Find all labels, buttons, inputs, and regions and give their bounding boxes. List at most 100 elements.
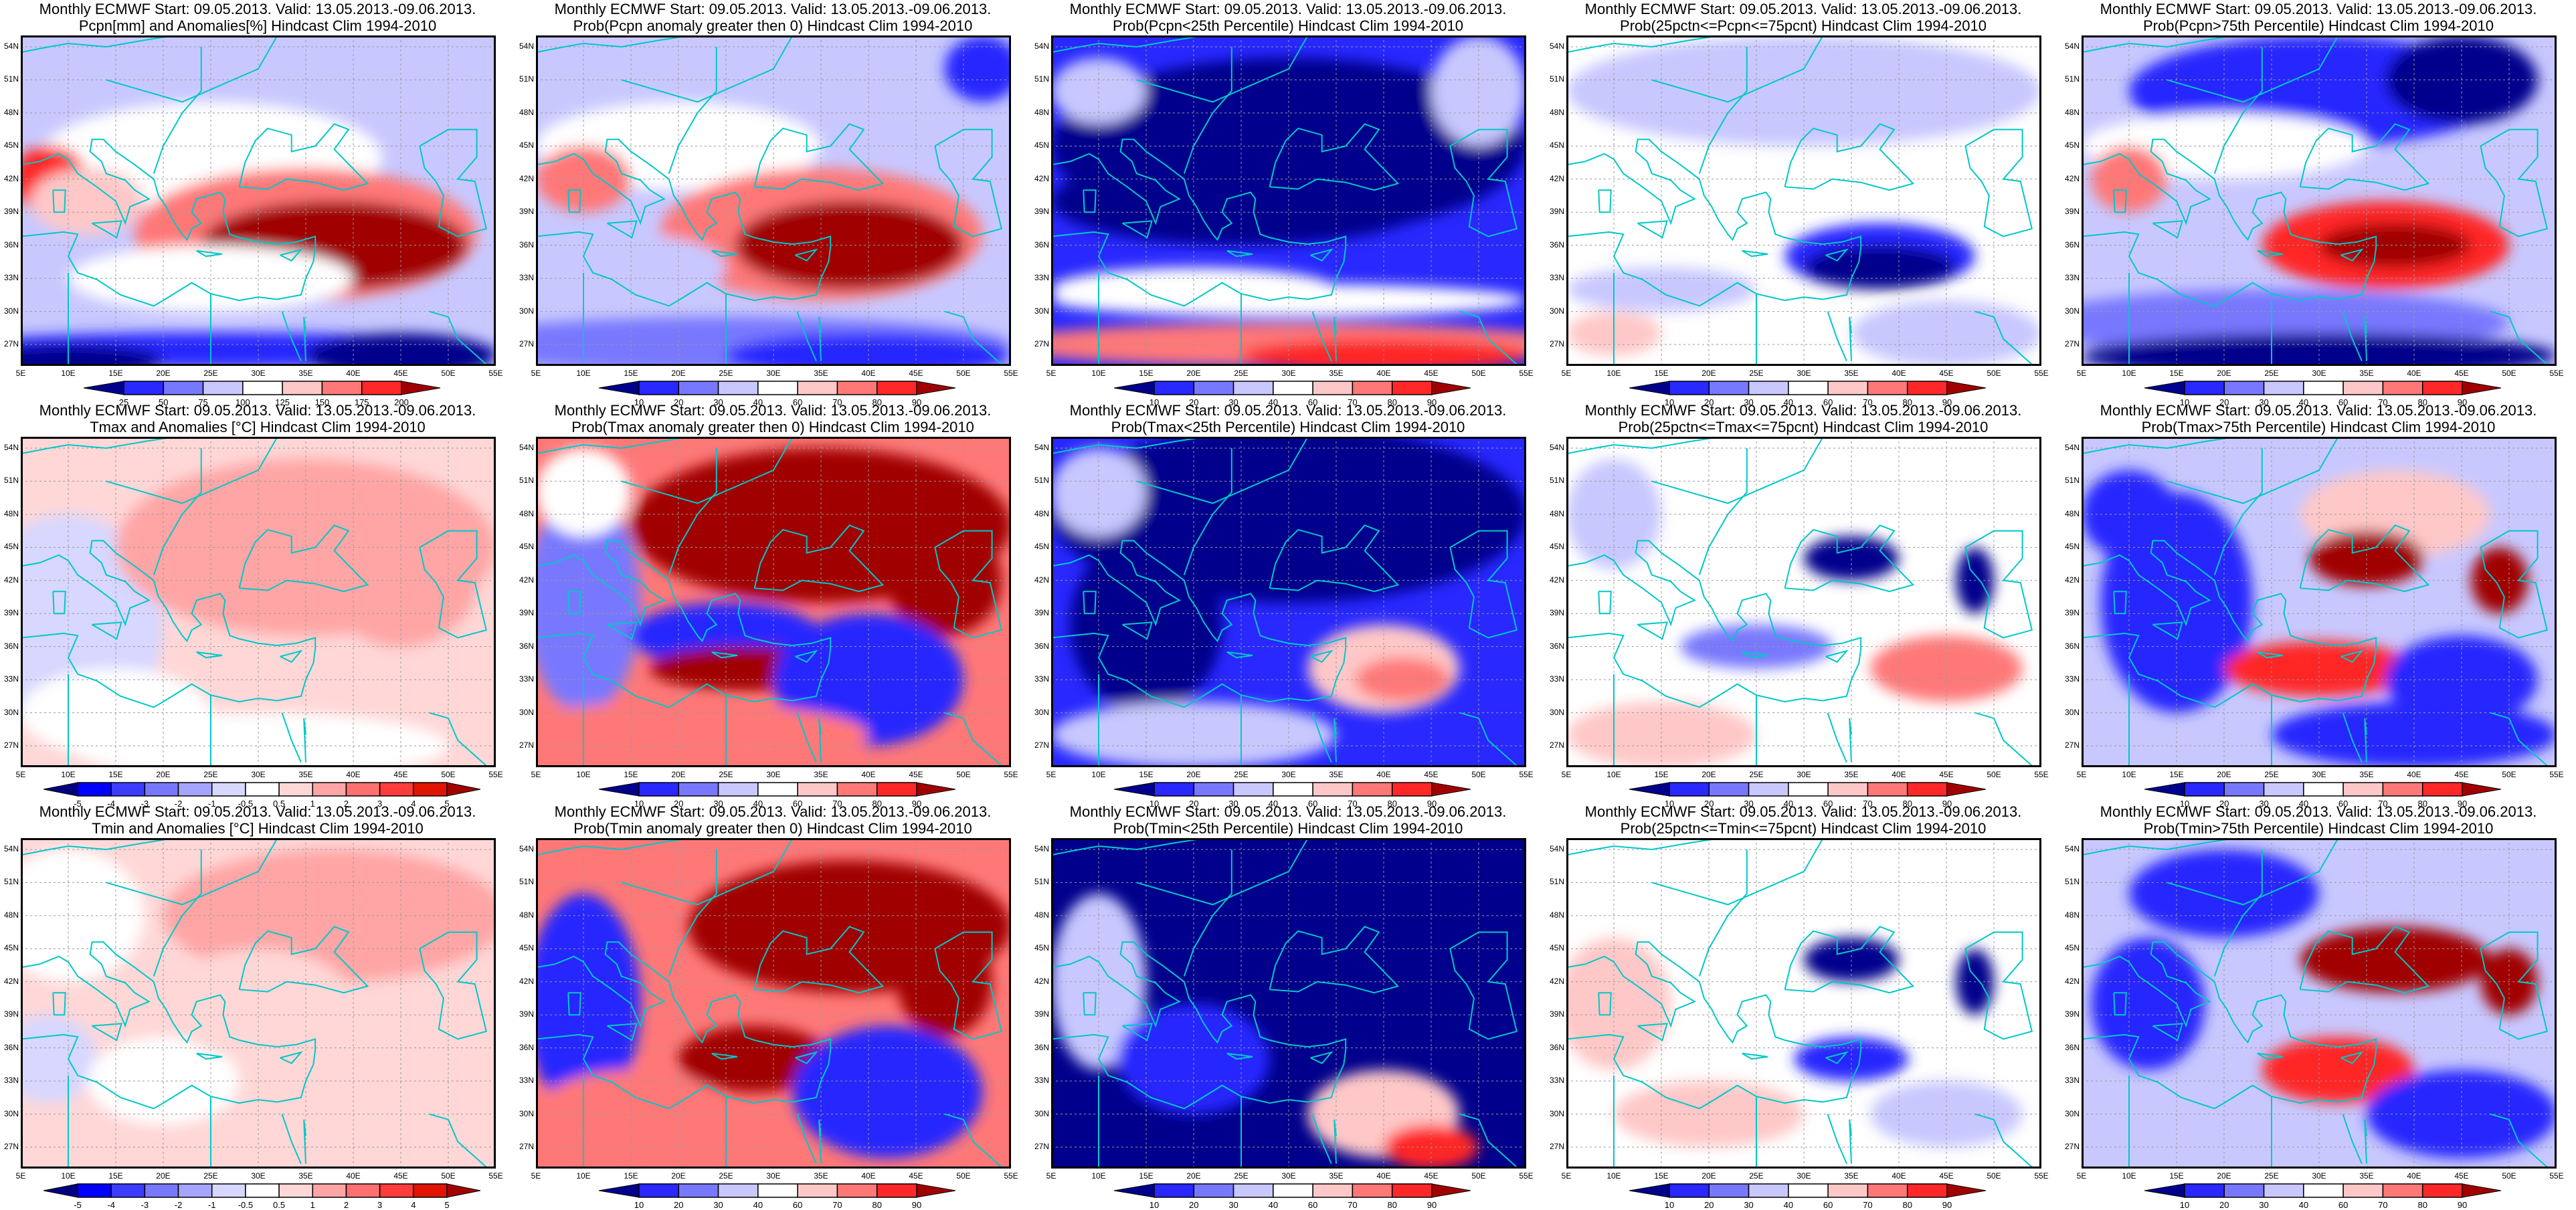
longitude-label: 10E [576, 1171, 591, 1181]
map-panel: Monthly ECMWF Start: 09.05.2013. Valid: … [1546, 0, 2061, 408]
map-frame [536, 437, 1011, 767]
coastline [1566, 35, 1719, 54]
longitude-label: 20E [671, 770, 686, 779]
colorbar-box [2382, 1183, 2423, 1198]
latitude-label: 27N [1034, 740, 1049, 750]
latitude-label: 36N [3, 641, 19, 651]
colorbar-box [678, 782, 719, 797]
colorbar-box [110, 1183, 146, 1198]
colorbar-label: 70 [2378, 799, 2388, 809]
coastline [753, 123, 885, 191]
map-panel: Monthly ECMWF Start: 09.05.2013. Valid: … [515, 0, 1030, 408]
map-plot [2082, 35, 2557, 366]
coastline [668, 447, 717, 575]
map-frame [536, 838, 1011, 1169]
coastline [153, 46, 202, 174]
map-panel: Monthly ECMWF Start: 09.05.2013. Valid: … [0, 803, 515, 1210]
colorbar-high-arrow [2462, 782, 2502, 797]
longitude-label: 40E [861, 770, 876, 779]
coastline [280, 248, 303, 262]
longitude-label: 50E [956, 369, 971, 378]
latitude-label: 39N [1549, 1009, 1564, 1019]
colorbar-box [1827, 782, 1869, 797]
latitude-label: 42N [1549, 575, 1564, 585]
field-region [1241, 338, 1526, 366]
longitude-label: 35E [814, 1171, 828, 1181]
colorbar-low-arrow [2144, 782, 2185, 797]
colorbar-box [2342, 381, 2384, 395]
latitude-label: 48N [519, 508, 534, 518]
latitude-label: 36N [3, 1042, 19, 1052]
coastline [1566, 437, 1719, 455]
coastline [796, 712, 817, 763]
coastline [2299, 524, 2430, 593]
colorbar-box [2223, 381, 2265, 395]
map-plot [1566, 35, 2041, 366]
longitude-label: 40E [861, 369, 876, 378]
panel-header: Monthly ECMWF Start: 09.05.2013. Valid: … [39, 803, 476, 820]
coastline [429, 712, 487, 767]
longitude-label: 55E [1004, 770, 1018, 779]
colorbar-label: 80 [2417, 397, 2427, 407]
coastline [1051, 941, 1347, 1110]
colorbar-label: 60 [1823, 397, 1833, 407]
longitude-label: 15E [1139, 770, 1154, 779]
latitude-label: 45N [519, 542, 534, 552]
colorbar-label: -1 [207, 799, 216, 809]
longitude-label: 10E [576, 770, 591, 779]
colorbar-label: 175 [354, 397, 369, 407]
field-region [1431, 35, 1526, 146]
colorbar-box [1273, 1183, 1313, 1198]
colorbar-box [836, 1183, 878, 1198]
longitude-label: 15E [108, 1171, 123, 1181]
coastline [1459, 1113, 1517, 1168]
colorbar-box [836, 782, 878, 797]
longitude-label: 15E [624, 369, 638, 378]
longitude-label: 25E [719, 369, 733, 378]
coastline [419, 931, 487, 1040]
latitude-label: 51N [1549, 476, 1564, 486]
longitude-label: 20E [1701, 1171, 1716, 1181]
colorbar [2144, 782, 2502, 797]
map-frame [2082, 35, 2557, 366]
coastline [2364, 316, 2367, 361]
colorbar-low-arrow [1113, 381, 1155, 395]
colorbar-label: 40 [1783, 397, 1794, 407]
colorbar-label: 20 [1704, 799, 1714, 809]
longitude-label: 10E [2122, 770, 2136, 779]
coastline [2152, 1023, 2183, 1041]
longitude-label: 10E [61, 1171, 76, 1181]
latitude-label: 39N [519, 207, 534, 217]
colorbar-box [1669, 381, 1710, 395]
colorbar-box [1669, 1183, 1710, 1198]
longitude-label: 40E [346, 369, 361, 378]
latitude-label: 42N [1034, 976, 1049, 986]
colorbar-box [1708, 381, 1750, 395]
longitude-label: 30E [1797, 1171, 1811, 1181]
coastline [52, 992, 66, 1016]
coastline [1226, 651, 1253, 659]
colorbar-label: 10 [1664, 397, 1675, 407]
map-panel: Monthly ECMWF Start: 09.05.2013. Valid: … [1030, 0, 1546, 408]
field-region [1051, 58, 1146, 124]
longitude-label: 10E [1606, 770, 1621, 779]
colorbar-box [1906, 1183, 1948, 1198]
map-panel: Monthly ECMWF Start: 09.05.2013. Valid: … [1030, 401, 1546, 809]
colorbar-box [1232, 1183, 1274, 1198]
longitude-label: 25E [1749, 369, 1764, 378]
colorbar-label: 30 [713, 799, 723, 809]
colorbar-label: 30 [1228, 397, 1238, 407]
colorbar-label: 40 [1783, 1200, 1794, 1210]
coastline [1121, 220, 1153, 239]
field-region [2224, 641, 2414, 696]
colorbar-box [2303, 1183, 2344, 1198]
latitude-label: 33N [3, 674, 19, 684]
longitude-label: 5E [531, 770, 541, 779]
colorbar-label: 70 [1348, 397, 1358, 407]
latitude-label: 51N [1549, 74, 1564, 84]
colorbar-box [1273, 381, 1313, 395]
coastline [1566, 540, 1862, 708]
longitude-label: 5E [1046, 770, 1056, 779]
colorbar [43, 782, 481, 797]
longitude-label: 35E [1329, 770, 1344, 779]
